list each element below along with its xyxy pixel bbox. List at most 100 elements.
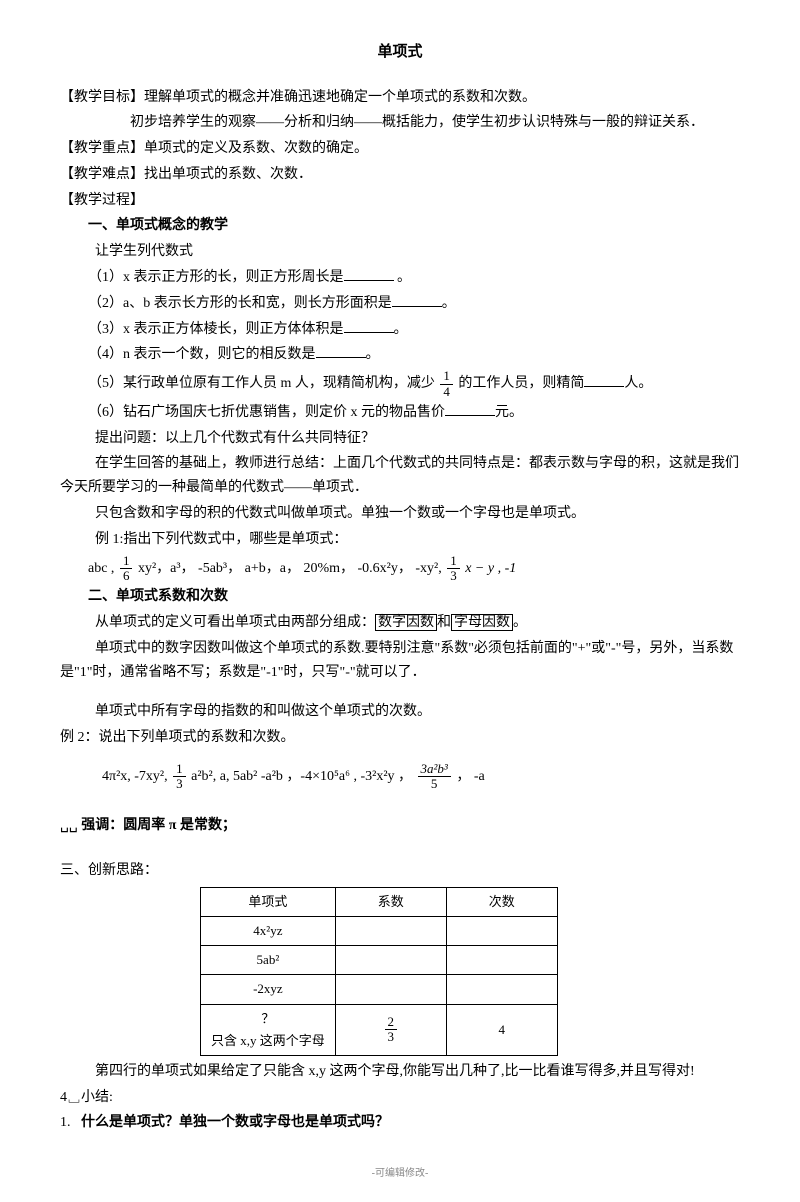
th-coefficient: 系数 [335,888,446,917]
frac-den: 3 [173,777,186,791]
question-1: （1）x 表示正方形的长，则正方形周长是 。 [60,266,740,290]
cell: 5ab² [201,946,336,975]
row4-question: 第四行的单项式如果给定了只能含 x,y 这两个字母,你能写出几种了,比一比看谁写… [60,1060,740,1084]
blank-3[interactable] [344,318,394,333]
compose-para: 从单项式的定义可看出单项式由两部分组成：数字因数和字母因数。 [60,611,740,635]
example-1-label: 例 1:指出下列代数式中，哪些是单项式： [60,528,740,552]
q4-end: 。 [366,347,380,362]
section-process: 【教学过程】 [60,189,740,213]
coefficient-para: 单项式中的数字因数叫做这个单项式的系数.要特别注意"系数"必须包括前面的"+"或… [60,637,740,685]
blank-1[interactable] [344,266,394,281]
q2-text: （2）a、b 表示长方形的长和宽，则长方形面积是 [88,296,392,311]
compose-a: 从单项式的定义可看出单项式由两部分组成： [95,615,375,630]
cell: ？ 只含 x,y 这两个字母 [201,1004,336,1055]
emphasis-para: ␣␣ 强调：圆周率 π 是常数； [60,814,740,838]
question-2: （2）a、b 表示长方形的长和宽，则长方形面积是。 [60,292,740,316]
table-row: -2xyz [201,975,558,1004]
compose-box1: 数字因数 [375,614,437,631]
question-6: （6）钻石广场国庆七折优惠销售，则定价 x 元的物品售价元。 [60,401,740,425]
table-row: 4x²yz [201,917,558,946]
section-keypoint: 【教学重点】单项式的定义及系数、次数的确定。 [60,137,740,161]
cell-empty[interactable] [446,975,557,1004]
final-text: 什么是单项式？单独一个数或字母也是单项式吗？ [81,1115,389,1130]
q3-text: （3）x 表示正方体棱长，则正方体体积是 [88,322,344,337]
heading-4: 4␣小结: [60,1086,740,1110]
q6-text: （6）钻石广场国庆七折优惠销售，则定价 x 元的物品售价 [88,405,445,420]
table-row: 5ab² [201,946,558,975]
frac-num: 3a²b³ [418,762,451,777]
emphasis-text: 强调：圆周率 π 是常数； [81,818,236,833]
summary-para: 在学生回答的基础上，教师进行总结：上面几个代数式的共同特点是：都表示数与字母的积… [60,452,740,500]
cell: 23 [335,1004,446,1055]
ex2-c: ， -a [456,769,484,784]
keypoint-text: 单项式的定义及系数、次数的确定。 [144,141,368,156]
heading-2-text: 二、单项式系数和次数 [88,589,228,604]
cell-empty[interactable] [446,917,557,946]
degree-para: 单项式中所有字母的指数的和叫做这个单项式的次数。 [60,700,740,724]
frac-den: 5 [418,777,451,791]
definition-para: 只包含数和字母的积的代数式叫做单项式。单独一个数或一个字母也是单项式。 [60,502,740,526]
ex2-a: 4π²x, -7xy², [102,769,171,784]
frac-num: 2 [385,1015,398,1030]
question-4: （4）n 表示一个数，则它的相反数是 。 [60,343,740,367]
fraction-r4c2: 23 [385,1015,398,1045]
compose-e: 。 [513,615,527,630]
fraction-ex1-1: 16 [120,554,133,584]
q4-text: （4）n 表示一个数，则它的相反数是 [88,347,316,362]
frac-den: 4 [440,385,453,399]
q5-text-b: 的工作人员，则精简 [458,376,584,391]
r4c1b: 只含 x,y 这两个字母 [211,1030,325,1052]
goal-line2-wrap: 初步培养学生的观察——分析和归纳——概括能力，使学生初步认识特殊与一般的辩证关系… [60,111,740,135]
monomial-table: 单项式 系数 次数 4x²yz 5ab² -2xyz ？ 只含 x,y 这两个字… [200,887,558,1056]
fraction-ex2-2: 3a²b³5 [418,762,451,792]
heading-1: 一、单项式概念的教学 [60,214,740,238]
frac-num: 1 [173,762,186,777]
cell-empty[interactable] [446,946,557,975]
ex1-a: abc , [88,561,118,576]
heading-3: 三、创新思路： [60,859,740,883]
process-label: 【教学过程】 [60,193,144,208]
cell-empty[interactable] [335,946,446,975]
frac-num: 1 [120,554,133,569]
example-1-content: abc , 16 xy²，a³， -5ab³， a+b，a， 20%m， -0.… [60,554,740,584]
th-monomial: 单项式 [201,888,336,917]
compose-c: 和 [437,615,451,630]
blank-4[interactable] [316,343,366,358]
goal-label: 【教学目标】 [60,90,144,105]
goal-line2: 初步培养学生的观察——分析和归纳——概括能力，使学生初步认识特殊与一般的辩证关系… [130,115,704,130]
section-goal: 【教学目标】理解单项式的概念并准确迅速地确定一个单项式的系数和次数。 [60,86,740,110]
q5-end: 人。 [624,376,652,391]
cell: 4x²yz [201,917,336,946]
table-row: ？ 只含 x,y 这两个字母 23 4 [201,1004,558,1055]
question-3: （3）x 表示正方体棱长，则正方体体积是 。 [60,318,740,342]
goal-line1: 理解单项式的概念并准确迅速地确定一个单项式的系数和次数。 [144,90,536,105]
q1-text: （1）x 表示正方形的长，则正方形周长是 [88,270,344,285]
frac-num: 1 [447,554,460,569]
cell: -2xyz [201,975,336,1004]
difficulty-label: 【教学难点】 [60,167,144,182]
r4c1a: ？ [211,1008,325,1030]
frac-num: 1 [440,369,453,384]
fraction-q5: 14 [440,369,453,399]
difficulty-text: 找出单项式的系数、次数． [144,167,312,182]
ex2-b: a²b², a, 5ab² -a²b ，-4×10⁵a⁶ , -3²x²y ， [191,769,412,784]
fraction-ex1-2: 13 [447,554,460,584]
heading-1-sub: 让学生列代数式 [60,240,740,264]
cell-empty[interactable] [335,917,446,946]
example-2-label: 例 2：说出下列单项式的系数和次数。 [60,726,740,750]
ex1-c: x − y , -1 [465,561,516,576]
frac-den: 6 [120,569,133,583]
blank-6[interactable] [445,401,495,416]
q1-end: 。 [394,270,412,285]
q5-text-a: （5）某行政单位原有工作人员 m 人，现精简机构，减少 [88,376,438,391]
keypoint-label: 【教学重点】 [60,141,144,156]
final-num: 1. [60,1115,71,1130]
heading-1-text: 一、单项式概念的教学 [88,218,228,233]
page-footer: -可编辑修改- [60,1165,740,1182]
blank-2[interactable] [392,292,442,307]
th-degree: 次数 [446,888,557,917]
compose-box2: 字母因数 [451,614,513,631]
q3-end: 。 [394,322,408,337]
blank-5[interactable] [584,372,624,387]
cell-empty[interactable] [335,975,446,1004]
